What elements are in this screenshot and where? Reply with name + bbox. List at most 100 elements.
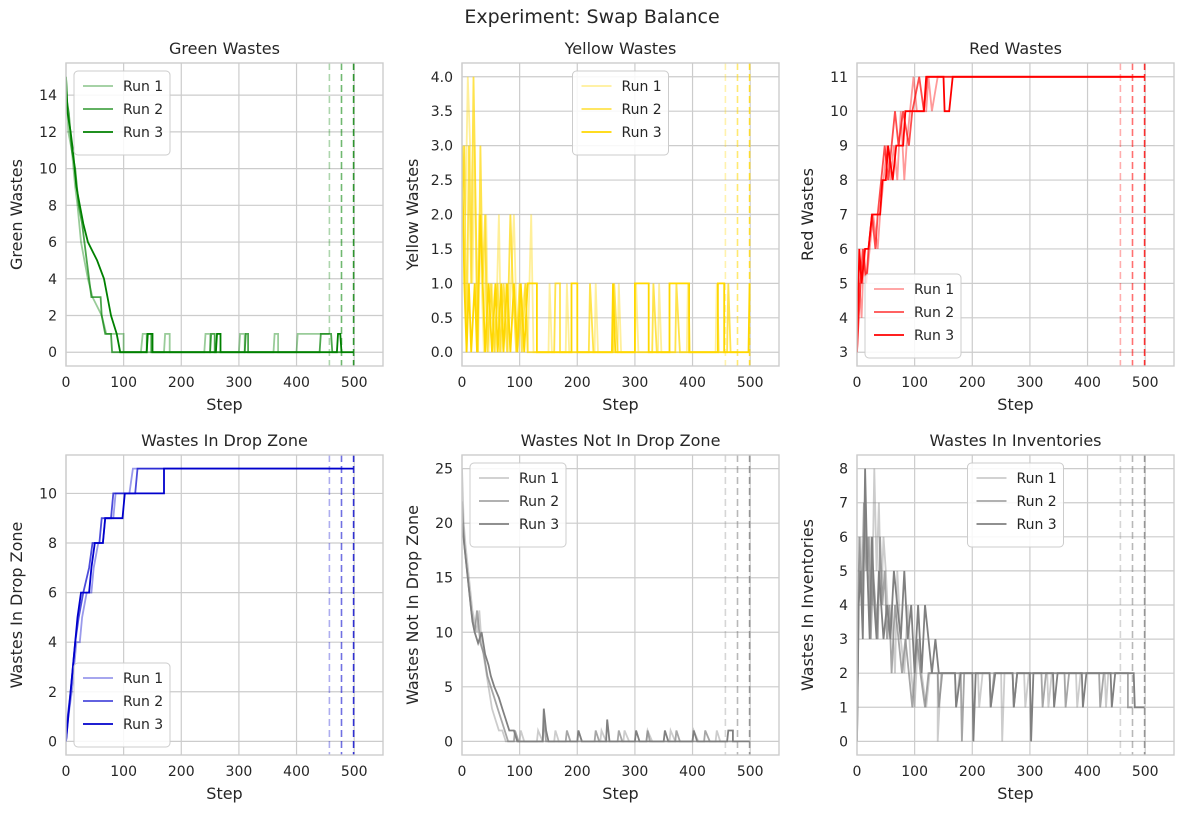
legend-label-run-1: Run 1 [123,671,163,687]
legend-label-run-3: Run 3 [123,717,163,733]
legend-box [73,70,171,156]
x-tick-label: 100 [901,764,928,780]
subplot-title: Red Wastes [969,39,1062,58]
y-tick-label: 4 [48,272,57,288]
legend-label-run-2: Run 2 [519,494,559,510]
subplot-4: 0 100 200 300 400 500 0 2 4 6 8 10 Wastes In Drop Zo… [7,431,384,803]
y-tick-label: 1.5 [431,242,453,258]
x-tick-label: 500 [1132,375,1159,391]
y-tick-label: 6 [48,235,57,251]
y-tick-label: 20 [435,516,453,532]
x-tick-label: 200 [959,764,986,780]
legend-label-run-3: Run 3 [1017,517,1057,533]
subplot-title: Wastes In Drop Zone [141,431,308,450]
legend-label-run-1: Run 1 [1017,471,1057,487]
y-tick-label: 7 [839,496,848,512]
subplot-3: 0 100 200 300 400 500 3 4 5 6 7 8 9 10 11 Red Wastes Ste… [798,39,1175,414]
y-tick-label: 6 [839,530,848,546]
legend-label-run-1: Run 1 [519,471,559,487]
subplot-title: Yellow Wastes [564,39,677,58]
y-tick-label: 0.0 [431,345,453,361]
x-tick-label: 0 [62,375,71,391]
x-tick-label: 500 [737,375,764,391]
series-line-run-3 [857,468,1145,742]
x-tick-label: 200 [959,375,986,391]
y-tick-label: 8 [839,462,848,478]
series-line-run-1 [857,468,1121,742]
y-tick-label: 25 [435,462,453,478]
x-tick-label: 200 [564,764,591,780]
series-line-run-1 [462,468,726,743]
axes-frame [461,454,780,756]
legend-label-run-3: Run 3 [914,328,954,344]
y-tick-label: 8 [48,198,57,214]
subplot-title: Green Wastes [169,39,280,58]
x-tick-label: 400 [283,764,310,780]
x-tick-label: 400 [679,764,706,780]
y-tick-label: 4 [839,598,848,614]
y-tick-label: 2.5 [431,173,453,189]
legend-box [469,462,567,548]
legend-box [864,273,962,359]
subplot-title: Wastes In Inventories [930,431,1102,450]
x-axis-label: Step [206,784,242,803]
x-tick-label: 0 [853,375,862,391]
x-tick-label: 400 [283,375,310,391]
y-tick-label: 4 [839,311,848,327]
y-tick-label: 10 [830,104,848,120]
y-tick-label: 6 [839,242,848,258]
y-tick-label: 10 [435,625,453,641]
y-tick-label: 4.0 [431,70,453,86]
y-tick-label: 7 [839,208,848,224]
y-tick-label: 1.0 [431,276,453,292]
legend: Run 1 Run 2 Run 3 [967,462,1064,548]
x-tick-label: 0 [62,764,71,780]
y-axis-label: Red Wastes [798,168,817,261]
legend: Run 1 Run 2 Run 3 [73,70,171,156]
subplot-2: 0 100 200 300 400 500 0.0 0.5 1.0 1.5 2.0 2.5 3.0 3.5… [403,39,780,414]
x-tick-label: 100 [110,764,137,780]
legend: Run 1 Run 2 Run 3 [572,70,669,156]
legend-label-run-3: Run 3 [123,125,163,141]
x-tick-label: 500 [341,764,368,780]
legend-label-run-2: Run 2 [123,102,163,118]
x-tick-label: 400 [1074,764,1101,780]
x-axis-label: Step [997,395,1033,414]
legend-label-run-3: Run 3 [519,517,559,533]
x-axis-label: Step [602,395,638,414]
y-tick-label: 3 [839,632,848,648]
x-tick-label: 300 [226,764,253,780]
x-tick-label: 400 [1074,375,1101,391]
legend-label-run-3: Run 3 [622,125,662,141]
x-axis-label: Step [206,395,242,414]
legend-box [73,662,171,748]
legend-label-run-2: Run 2 [1017,494,1057,510]
y-tick-label: 5 [839,564,848,580]
x-tick-label: 300 [1017,764,1044,780]
y-tick-label: 5 [839,276,848,292]
legend-label-run-2: Run 2 [622,102,662,118]
y-axis-label: Wastes In Drop Zone [7,522,26,689]
subplot-title: Wastes Not In Drop Zone [521,431,721,450]
y-tick-label: 8 [839,173,848,189]
y-tick-label: 4 [48,635,57,651]
x-tick-label: 200 [564,375,591,391]
x-tick-label: 500 [341,375,368,391]
x-tick-label: 100 [506,375,533,391]
y-tick-label: 8 [48,536,57,552]
x-tick-label: 300 [622,375,649,391]
x-tick-label: 300 [622,764,649,780]
legend-label-run-2: Run 2 [123,694,163,710]
legend-label-run-1: Run 1 [622,79,662,95]
legend-label-run-1: Run 1 [914,282,954,298]
x-tick-label: 100 [901,375,928,391]
y-tick-label: 2 [48,685,57,701]
y-tick-label: 0.5 [431,311,453,327]
legend: Run 1 Run 2 Run 3 [73,662,171,748]
legend-box [572,70,669,156]
x-tick-label: 200 [168,764,195,780]
y-tick-label: 2 [48,309,57,325]
y-tick-label: 0 [48,734,57,750]
x-axis-label: Step [602,784,638,803]
y-tick-label: 1 [839,700,848,716]
